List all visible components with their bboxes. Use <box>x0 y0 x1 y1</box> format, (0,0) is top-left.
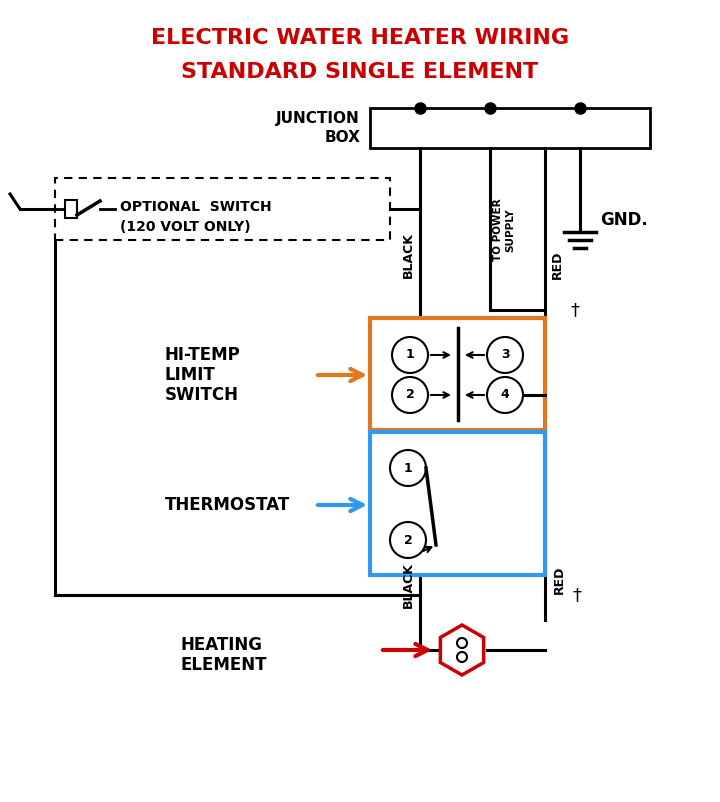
Text: †: † <box>570 301 580 319</box>
Text: ELECTRIC WATER HEATER WIRING: ELECTRIC WATER HEATER WIRING <box>151 28 569 48</box>
Text: †: † <box>572 586 582 604</box>
Bar <box>370 108 650 148</box>
Bar <box>370 432 545 575</box>
Text: 4: 4 <box>500 388 509 402</box>
Text: HEATING: HEATING <box>180 636 262 654</box>
Circle shape <box>487 337 523 373</box>
Circle shape <box>390 522 426 558</box>
Text: ELEMENT: ELEMENT <box>180 656 266 674</box>
Circle shape <box>487 377 523 413</box>
Text: SWITCH: SWITCH <box>165 386 239 404</box>
Circle shape <box>392 337 428 373</box>
Bar <box>65 200 77 218</box>
Circle shape <box>457 652 467 662</box>
Text: 3: 3 <box>500 349 509 362</box>
Text: JUNCTION: JUNCTION <box>276 111 360 125</box>
Text: BLACK: BLACK <box>402 232 415 278</box>
Circle shape <box>457 638 467 648</box>
Text: HI-TEMP: HI-TEMP <box>165 346 240 364</box>
Text: RED: RED <box>552 566 565 594</box>
Text: 1: 1 <box>404 461 413 475</box>
Text: STANDARD SINGLE ELEMENT: STANDARD SINGLE ELEMENT <box>181 62 539 82</box>
Text: 2: 2 <box>404 533 413 546</box>
Text: 1: 1 <box>405 349 415 362</box>
Text: GND.: GND. <box>600 211 648 229</box>
Text: OPTIONAL  SWITCH: OPTIONAL SWITCH <box>120 200 271 214</box>
Bar <box>55 178 390 240</box>
Circle shape <box>392 377 428 413</box>
Text: TO POWER
SUPPLY: TO POWER SUPPLY <box>493 199 515 261</box>
Text: (120 VOLT ONLY): (120 VOLT ONLY) <box>120 220 251 234</box>
Text: THERMOSTAT: THERMOSTAT <box>165 496 290 514</box>
Text: BOX: BOX <box>324 131 360 145</box>
Text: LIMIT: LIMIT <box>165 366 216 384</box>
Text: BLACK: BLACK <box>402 562 415 608</box>
Bar <box>370 318 545 430</box>
Circle shape <box>390 450 426 486</box>
Polygon shape <box>441 625 484 675</box>
Text: RED: RED <box>551 251 564 279</box>
Text: 2: 2 <box>405 388 415 402</box>
